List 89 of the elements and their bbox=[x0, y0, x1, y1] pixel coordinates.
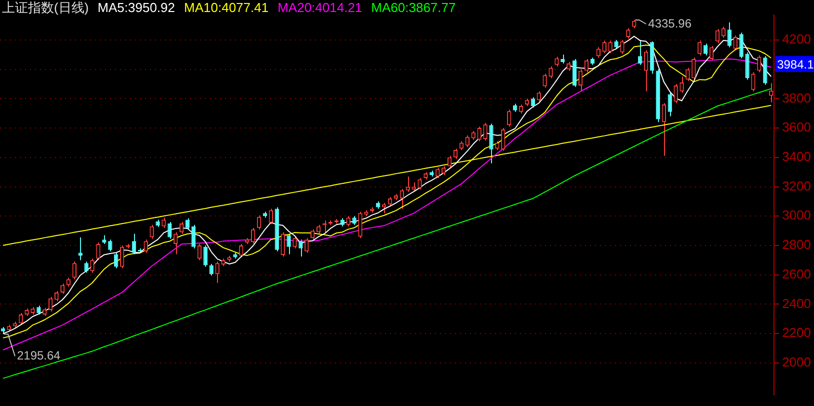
candlestick bbox=[626, 28, 630, 39]
candlestick bbox=[436, 167, 440, 178]
candlestick bbox=[120, 244, 124, 269]
candlestick bbox=[162, 217, 166, 228]
candlestick bbox=[584, 58, 589, 73]
candlestick bbox=[638, 39, 642, 66]
chart-title: 上证指数(日线) bbox=[2, 0, 89, 15]
candlestick bbox=[48, 296, 53, 312]
candlestick bbox=[215, 261, 220, 284]
y-tick-label: 3000 bbox=[782, 208, 811, 223]
candlestick bbox=[668, 92, 672, 117]
y-tick-label: 3200 bbox=[782, 178, 811, 194]
candlestick bbox=[108, 239, 112, 252]
candlestick bbox=[453, 148, 458, 160]
candlestick bbox=[483, 122, 488, 142]
y-tick-label: 2000 bbox=[782, 354, 811, 370]
candlestick bbox=[686, 67, 690, 82]
candlestick bbox=[174, 232, 178, 255]
candlestick bbox=[608, 40, 612, 54]
candlestick bbox=[554, 56, 559, 67]
candlestick bbox=[191, 224, 196, 249]
candlestick bbox=[180, 221, 184, 234]
candlestick bbox=[54, 290, 59, 302]
candlestick bbox=[757, 54, 762, 73]
candlestick bbox=[704, 43, 708, 56]
candlestick bbox=[698, 40, 702, 56]
candlestick bbox=[346, 216, 350, 227]
candlestick bbox=[602, 40, 606, 54]
text: MA20:4014.21 bbox=[278, 0, 362, 15]
candlestick bbox=[680, 76, 684, 94]
candlestick bbox=[578, 68, 583, 92]
candlestick bbox=[96, 242, 100, 261]
candlestick bbox=[692, 57, 696, 80]
candlestick bbox=[60, 283, 65, 294]
candlestick bbox=[250, 227, 256, 244]
candlestick bbox=[382, 202, 386, 214]
candlestick bbox=[620, 39, 624, 54]
candlestick bbox=[114, 252, 118, 269]
candlestick bbox=[721, 26, 726, 38]
candlestick bbox=[72, 261, 77, 280]
y-tick-label: 2200 bbox=[782, 325, 811, 340]
candlestick bbox=[292, 236, 297, 249]
candlestick bbox=[727, 22, 732, 48]
candlestick bbox=[144, 239, 148, 254]
y-tick-label: 3400 bbox=[782, 148, 811, 164]
candlestick bbox=[763, 56, 768, 86]
candlestick bbox=[280, 232, 285, 257]
candlestick bbox=[662, 102, 666, 156]
candlestick bbox=[90, 258, 94, 274]
candlestick bbox=[197, 244, 202, 261]
y-tick-label: 2600 bbox=[782, 266, 811, 282]
candlestick bbox=[739, 32, 744, 59]
candlestick bbox=[132, 233, 136, 255]
candlestick bbox=[168, 221, 172, 240]
text: MA10:4077.41 bbox=[184, 0, 269, 15]
candlestick bbox=[268, 208, 274, 225]
annotation: 2195.64 bbox=[16, 348, 61, 362]
candlestick bbox=[298, 239, 303, 257]
candlestick bbox=[477, 126, 482, 142]
y-tick-label: 4200 bbox=[782, 32, 811, 47]
candlestick bbox=[751, 72, 756, 92]
candlestick bbox=[286, 233, 291, 255]
text: 3984.1 bbox=[777, 57, 814, 72]
candlestick bbox=[185, 218, 190, 230]
y-tick-label: 2400 bbox=[782, 296, 811, 311]
candlestick bbox=[400, 188, 404, 210]
candlestick bbox=[84, 261, 88, 274]
annotation: 4335.96 bbox=[648, 16, 692, 30]
candlestick bbox=[542, 73, 547, 88]
candlestick bbox=[418, 177, 422, 190]
candlestick bbox=[304, 238, 309, 254]
candlestick bbox=[548, 66, 553, 79]
candlestick bbox=[745, 52, 750, 80]
candlestick bbox=[501, 128, 506, 152]
candlestick bbox=[256, 214, 262, 230]
y-tick-label: 2800 bbox=[782, 237, 811, 252]
candlestick bbox=[530, 96, 536, 108]
candlestick bbox=[18, 312, 23, 326]
y-tick-label: 3600 bbox=[782, 120, 811, 135]
candlestick bbox=[203, 244, 208, 268]
candlestick bbox=[358, 211, 362, 239]
text: MA60:3867.77 bbox=[371, 0, 456, 15]
candlestick bbox=[489, 123, 494, 164]
text: MA5:3950.92 bbox=[98, 0, 176, 15]
candlestick bbox=[674, 83, 678, 104]
candlestick bbox=[507, 109, 512, 128]
candlestick bbox=[715, 28, 720, 44]
candlestick bbox=[644, 50, 648, 92]
y-tick-label: 3800 bbox=[782, 90, 811, 106]
